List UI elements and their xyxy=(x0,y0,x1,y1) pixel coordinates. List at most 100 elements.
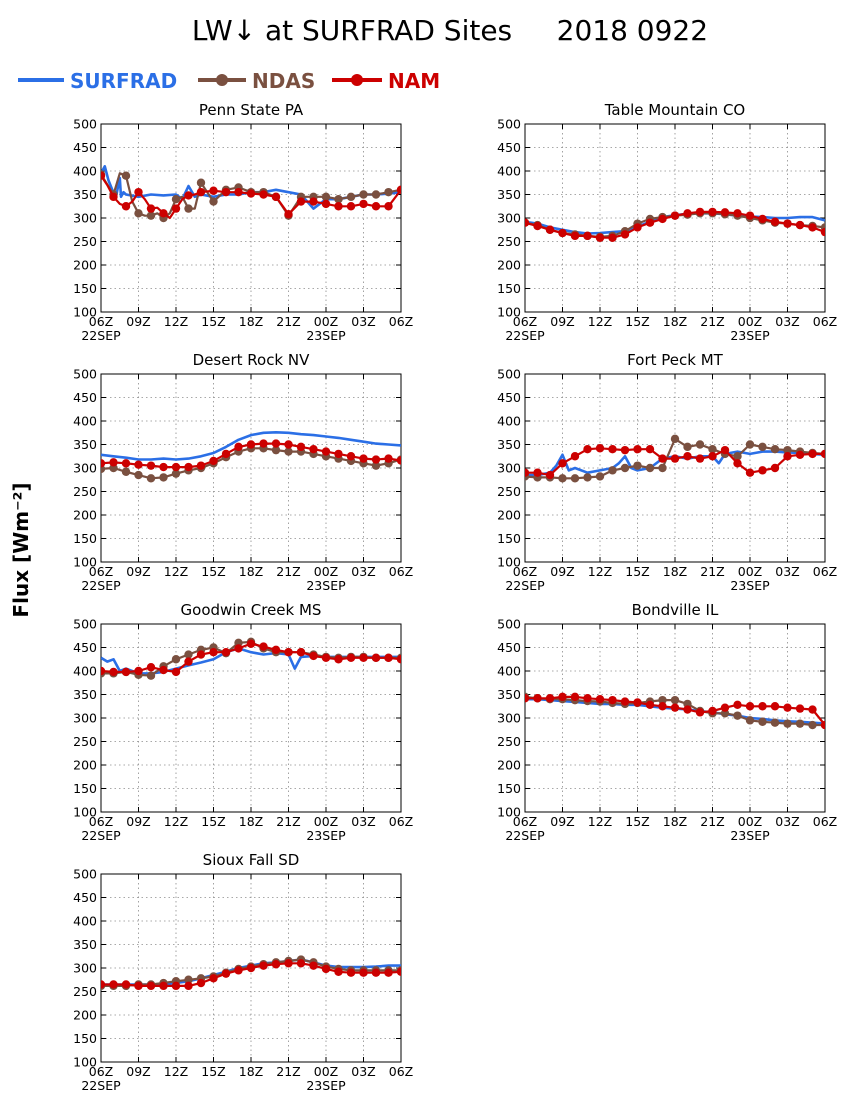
data-point-ndas xyxy=(745,716,755,725)
data-point-nam xyxy=(658,702,667,711)
y-tick-label: 400 xyxy=(73,664,97,679)
x-tick-label: 12Z xyxy=(588,564,612,579)
y-tick-label: 100 xyxy=(73,555,97,570)
data-point-nam xyxy=(109,980,118,989)
data-point-nam xyxy=(296,648,306,657)
data-point-nam xyxy=(346,653,356,663)
y-tick-label: 250 xyxy=(73,984,97,999)
x-date-label: 22SEP xyxy=(81,1078,121,1093)
data-point-nam xyxy=(221,449,231,459)
data-point-nam xyxy=(583,694,592,703)
data-point-nam xyxy=(259,190,268,199)
data-point-nam xyxy=(146,461,156,470)
data-point-ndas xyxy=(171,195,181,204)
y-tick-label: 350 xyxy=(497,687,521,702)
data-point-ndas xyxy=(633,461,642,470)
data-point-nam xyxy=(371,455,381,464)
y-tick-label: 450 xyxy=(73,390,97,405)
data-point-ndas xyxy=(146,211,156,220)
data-point-nam xyxy=(795,220,805,230)
data-point-ndas xyxy=(171,655,181,664)
data-point-nam xyxy=(296,442,306,452)
data-point-nam xyxy=(309,651,318,661)
data-point-nam xyxy=(284,648,293,657)
data-point-nam xyxy=(683,209,692,218)
data-point-nam xyxy=(670,454,680,463)
data-point-ndas xyxy=(321,192,331,202)
data-point-ndas xyxy=(146,474,156,483)
data-point-nam xyxy=(196,461,206,470)
data-point-nam xyxy=(396,456,401,465)
y-tick-label: 500 xyxy=(497,117,521,132)
data-point-nam xyxy=(321,447,331,456)
data-point-ndas xyxy=(695,440,705,449)
data-point-nam xyxy=(159,665,168,675)
y-tick-label: 350 xyxy=(497,437,521,452)
data-point-nam xyxy=(121,980,131,989)
y-tick-label: 450 xyxy=(73,140,97,155)
data-point-nam xyxy=(209,456,218,466)
panels: Penn State PA 100 150 200 250 300 350 400 450 500… xyxy=(73,101,837,1093)
x-tick-label: 06Z xyxy=(89,564,113,579)
y-tick-label: 300 xyxy=(73,961,97,976)
data-point-nam xyxy=(820,227,825,237)
data-point-ndas xyxy=(808,720,817,730)
data-point-nam xyxy=(808,705,817,714)
panel-title: Sioux Fall SD xyxy=(203,851,300,869)
y-tick-label: 150 xyxy=(73,781,97,796)
data-point-nam xyxy=(171,204,181,213)
y-tick-label: 300 xyxy=(73,711,97,726)
data-point-nam xyxy=(533,221,542,231)
legend-item-surfrad: SURFRAD xyxy=(18,69,177,93)
data-point-nam xyxy=(121,202,131,211)
data-point-nam xyxy=(101,459,106,468)
y-tick-label: 400 xyxy=(73,164,97,179)
grid xyxy=(101,124,401,312)
x-tick-label: 18Z xyxy=(663,814,687,829)
data-point-ndas xyxy=(284,447,293,456)
x-tick-label: 03Z xyxy=(351,814,375,829)
data-point-nam xyxy=(384,653,393,663)
data-point-nam xyxy=(334,449,343,459)
legend-label-surfrad: SURFRAD xyxy=(70,69,177,93)
data-point-nam xyxy=(770,702,780,711)
data-point-nam xyxy=(101,666,106,676)
x-tick-label: 06Z xyxy=(389,814,413,829)
data-point-nam xyxy=(134,187,143,197)
x-tick-label: 15Z xyxy=(625,314,649,329)
x-tick-label: 21Z xyxy=(276,1064,300,1079)
x-date-label: 23SEP xyxy=(306,328,346,343)
data-point-ndas xyxy=(171,469,181,478)
y-tick-label: 150 xyxy=(73,281,97,296)
x-date-label: 22SEP xyxy=(505,328,545,343)
data-point-nam xyxy=(171,667,181,677)
data-point-nam xyxy=(121,667,131,677)
data-point-nam xyxy=(396,655,401,664)
panel-goodwin-creek-ms: Goodwin Creek MS 100 150 200 250 300 350 400 450… xyxy=(73,601,413,843)
data-point-nam xyxy=(683,705,692,714)
x-tick-label: 09Z xyxy=(126,564,150,579)
x-tick-label: 15Z xyxy=(201,314,225,329)
data-point-nam xyxy=(271,960,281,969)
data-point-nam xyxy=(209,186,218,195)
data-point-ndas xyxy=(620,463,630,473)
data-point-ndas xyxy=(134,470,143,480)
data-point-nam xyxy=(184,191,193,200)
data-point-nam xyxy=(309,961,318,970)
x-tick-label: 15Z xyxy=(625,564,649,579)
legend-marker-ndas xyxy=(216,74,228,86)
x-tick-label: 09Z xyxy=(550,314,574,329)
data-point-nam xyxy=(695,708,705,717)
data-point-nam xyxy=(795,450,805,460)
y-tick-label: 350 xyxy=(73,937,97,952)
data-point-nam xyxy=(284,210,293,219)
data-point-nam xyxy=(134,981,143,991)
data-point-nam xyxy=(246,189,256,198)
data-point-nam xyxy=(234,644,243,653)
x-tick-label: 00Z xyxy=(738,314,762,329)
x-tick-label: 12Z xyxy=(164,564,188,579)
x-tick-label: 00Z xyxy=(738,814,762,829)
y-tick-label: 250 xyxy=(497,734,521,749)
data-point-nam xyxy=(146,663,156,672)
